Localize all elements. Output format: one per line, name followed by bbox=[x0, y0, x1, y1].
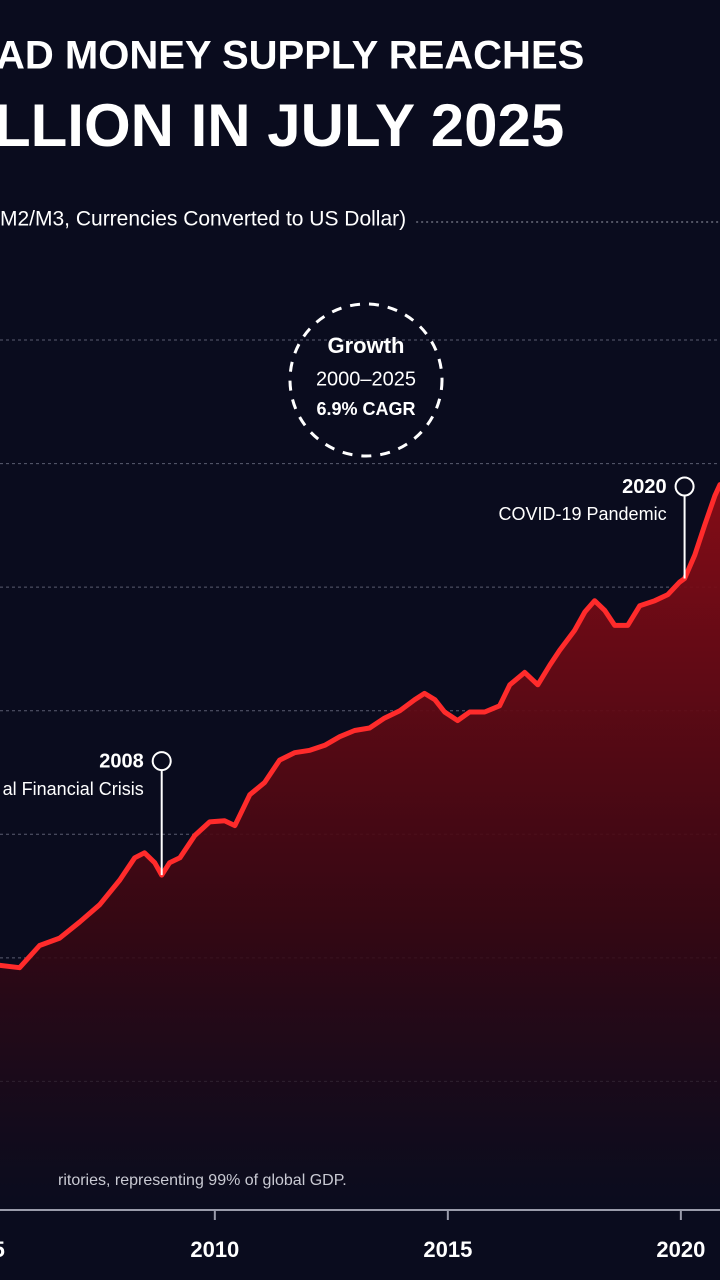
plot: 2008 al Financial Crisis 2020 COVID-19 Pand… bbox=[0, 476, 720, 1211]
annotation-text: al Financial Crisis bbox=[3, 779, 144, 799]
x-tick-label: 2010 bbox=[190, 1237, 239, 1262]
footnote: ritories, representing 99% of global GDP… bbox=[58, 1172, 347, 1189]
annotation-text: COVID-19 Pandemic bbox=[499, 504, 667, 524]
x-tick-label: 2015 bbox=[423, 1237, 472, 1262]
line bbox=[0, 482, 720, 971]
y-axis-label: M2/M3, Currencies Converted to US Dollar… bbox=[0, 208, 406, 231]
annotation-marker bbox=[151, 751, 172, 772]
annotation-marker bbox=[674, 476, 695, 497]
x-axis: 5 2010 2015 2020 bbox=[0, 1209, 720, 1262]
chart-subtitle: LLION IN JULY 2025 bbox=[0, 92, 564, 159]
x-tick-label: 2020 bbox=[656, 1237, 705, 1262]
chart-title: AD MONEY SUPPLY REACHES bbox=[0, 34, 584, 78]
callout-period: 2000–2025 bbox=[316, 368, 416, 390]
annotation-year: 2020 bbox=[622, 476, 667, 498]
callout-circle bbox=[288, 302, 444, 458]
callout-rate: 6.9% CAGR bbox=[316, 399, 415, 419]
x-tick-label: 5 bbox=[0, 1237, 5, 1262]
annotation-year: 2008 bbox=[99, 750, 144, 772]
area bbox=[0, 484, 720, 1211]
callout-title: Growth bbox=[328, 333, 405, 358]
